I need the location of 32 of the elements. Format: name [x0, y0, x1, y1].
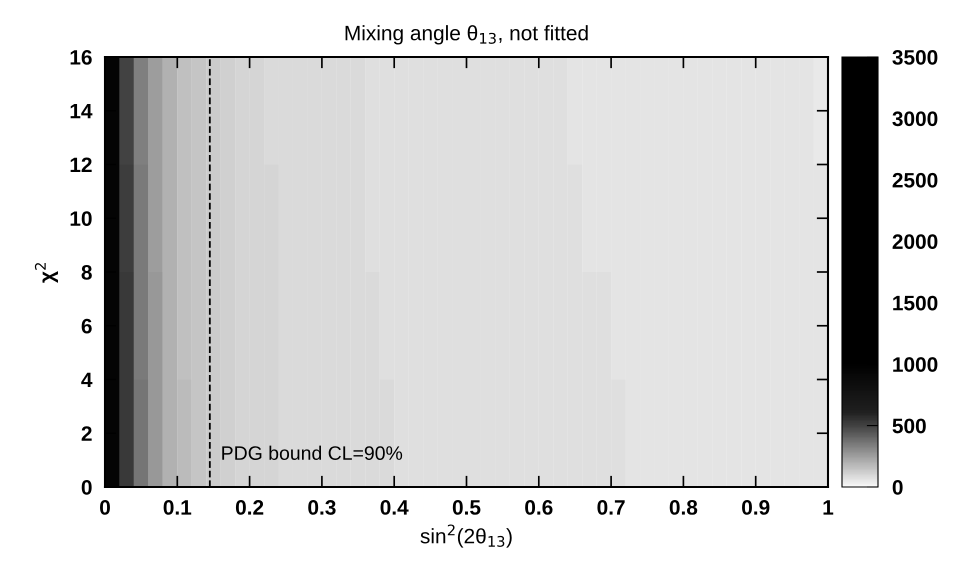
y-tick-label: 4 — [81, 372, 92, 388]
y-tick-label: 16 — [70, 50, 92, 65]
x-axis-title: sin$^{2}$(2θ$_{13}$) — [420, 524, 512, 548]
color-bar-label: 3000 — [892, 111, 938, 126]
x-tick-label: 0.4 — [380, 500, 409, 515]
y-tick-label: 14 — [70, 104, 92, 118]
color-bar-label: 2000 — [892, 234, 938, 250]
color-bar-label: 0 — [892, 480, 903, 495]
x-tick-label: 0.3 — [308, 500, 336, 515]
annotation: PDG bound CL=90% — [222, 446, 402, 460]
color-bar-label: 2500 — [892, 172, 938, 188]
color-bar-label: 500 — [892, 418, 926, 434]
x-tick-label: 0.1 — [164, 500, 192, 515]
x-tick-label: 0 — [100, 500, 110, 515]
x-tick-label: 1 — [824, 500, 834, 515]
color-bar-label: 1000 — [893, 357, 938, 372]
y-tick-label: 12 — [70, 158, 92, 172]
y-axis-title: χ$^{2}$ — [34, 263, 58, 283]
y-tick-label: 6 — [82, 318, 92, 334]
color-bar-label: 3500 — [892, 50, 938, 65]
color-bar-label: 1500 — [893, 296, 938, 310]
y-tick-label: 0 — [82, 480, 92, 495]
y-tick-label: 2 — [82, 426, 92, 441]
y-tick-label: 10 — [70, 211, 92, 226]
x-tick-label: 0.9 — [742, 500, 770, 515]
x-tick-label: 0.2 — [236, 500, 264, 515]
y-tick-label: 8 — [82, 265, 92, 280]
x-tick-label: 0.7 — [597, 500, 625, 515]
x-tick-label: 0.8 — [670, 500, 698, 515]
chart-title: Mixing angle θ$_{13}$, not fitted — [346, 25, 588, 45]
x-tick-label: 0.6 — [525, 500, 553, 515]
x-tick-label: 0.5 — [452, 500, 480, 515]
